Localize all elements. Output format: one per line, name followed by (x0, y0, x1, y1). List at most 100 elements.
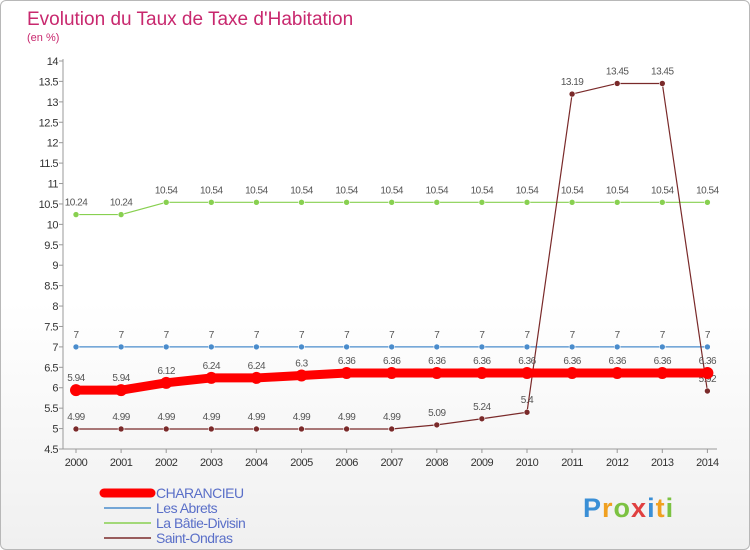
y-tick-label: 6 (52, 383, 58, 395)
y-tick-label: 11 (48, 179, 59, 191)
x-tick-label: 2001 (110, 457, 133, 469)
data-point (478, 343, 486, 351)
data-point (70, 384, 82, 397)
data-label: 7 (479, 330, 485, 341)
data-point (430, 367, 443, 380)
y-tick-label: 14 (47, 56, 59, 68)
data-point (72, 343, 80, 351)
data-point (250, 371, 263, 384)
data-label: 10.54 (426, 185, 449, 196)
data-label: 5.94 (67, 373, 85, 384)
data-label: 7 (389, 330, 395, 341)
data-label: 10.54 (561, 185, 584, 196)
data-label: 7 (615, 330, 621, 341)
data-label: 4.99 (383, 412, 401, 423)
y-tick-label: 5 (52, 424, 58, 436)
data-label: 7 (524, 330, 530, 341)
x-tick-label: 2002 (155, 457, 178, 469)
data-point (117, 211, 125, 218)
data-label: 5.24 (473, 402, 491, 413)
data-point (208, 343, 215, 351)
y-tick-label: 10 (47, 219, 59, 231)
x-tick-label: 2013 (651, 457, 674, 469)
data-point (433, 199, 441, 206)
y-tick-label: 10.5 (39, 199, 59, 211)
y-tick-label: 8.5 (44, 281, 58, 293)
data-label: 10.54 (651, 185, 674, 196)
data-point (160, 376, 173, 389)
data-label: 7 (254, 330, 260, 341)
chart-subtitle: (en %) (27, 32, 59, 44)
data-point (478, 199, 486, 206)
legend-label: La Bâtie-Divisin (156, 515, 245, 531)
data-point (475, 367, 488, 380)
data-point (162, 425, 170, 433)
data-point (253, 199, 260, 206)
x-tick-label: 2014 (696, 457, 719, 469)
data-point (388, 343, 396, 351)
data-point (162, 343, 170, 351)
x-tick-label: 2000 (65, 457, 88, 469)
y-tick-label: 9.5 (44, 240, 58, 252)
data-point (253, 425, 260, 433)
data-point (208, 199, 215, 206)
data-label: 10.54 (606, 185, 629, 196)
series-saint-ondras: 4.99 4.99 4.99 4.99 4.99 4.99 4.99 4.99 5.09 5.24… (67, 66, 718, 433)
axes: 4.5 5 5.5 6 6.5 7 7.5 8 8.5 9 9.5 10 10.5 11 11.5 12 12.… (39, 56, 720, 469)
data-point (115, 384, 128, 397)
data-label: 4.99 (67, 412, 85, 423)
data-point (704, 387, 711, 395)
data-label: 10.54 (380, 185, 403, 196)
data-point (478, 415, 486, 423)
proxiti-logo: Proxiti (583, 493, 673, 523)
data-point (385, 367, 398, 380)
data-point (433, 421, 441, 429)
data-label: 10.54 (516, 185, 539, 196)
data-point (343, 343, 350, 351)
data-label: 6.3 (295, 358, 308, 369)
data-point (521, 367, 533, 380)
data-point (72, 425, 80, 433)
data-point (340, 367, 353, 380)
x-tick-label: 2003 (200, 457, 223, 469)
x-tick-label: 2010 (516, 457, 539, 469)
data-label: 6.36 (383, 356, 401, 367)
y-tick-label: 6.5 (44, 362, 58, 374)
data-label: 6.12 (157, 366, 175, 377)
legend-label: Saint-Ondras (156, 530, 233, 546)
data-label: 4.99 (293, 412, 311, 423)
data-label: 5.94 (112, 373, 130, 384)
data-label: 10.54 (155, 185, 178, 196)
data-label: 13.19 (561, 77, 584, 88)
data-label: 5.92 (699, 374, 717, 385)
data-point (117, 343, 125, 351)
data-label: 10.24 (110, 198, 133, 209)
data-label: 6.24 (203, 361, 221, 372)
data-point (613, 80, 621, 87)
data-point (298, 343, 305, 351)
data-label: 7 (570, 330, 576, 341)
data-point (117, 425, 125, 433)
x-tick-label: 2004 (245, 457, 268, 469)
data-label: 6.36 (338, 356, 356, 367)
data-label: 6.36 (699, 356, 717, 367)
data-label: 7 (73, 330, 79, 341)
x-tick-label: 2007 (380, 457, 403, 469)
data-label: 7 (164, 330, 170, 341)
logo-letter: x (631, 493, 647, 523)
data-point (523, 408, 531, 416)
data-point (566, 367, 579, 380)
y-tick-label: 7.5 (44, 321, 58, 333)
y-tick-label: 12 (47, 138, 59, 150)
data-point (611, 367, 624, 380)
data-point (701, 367, 714, 380)
y-tick-label: 12.5 (39, 117, 59, 129)
y-tick-label: 5.5 (44, 403, 58, 415)
data-point (568, 90, 576, 98)
data-point (656, 367, 669, 380)
data-point (658, 343, 666, 351)
logo-letter: t (656, 493, 666, 523)
legend-label: CHARANCIEU (156, 485, 244, 501)
data-label: 6.36 (428, 356, 446, 367)
